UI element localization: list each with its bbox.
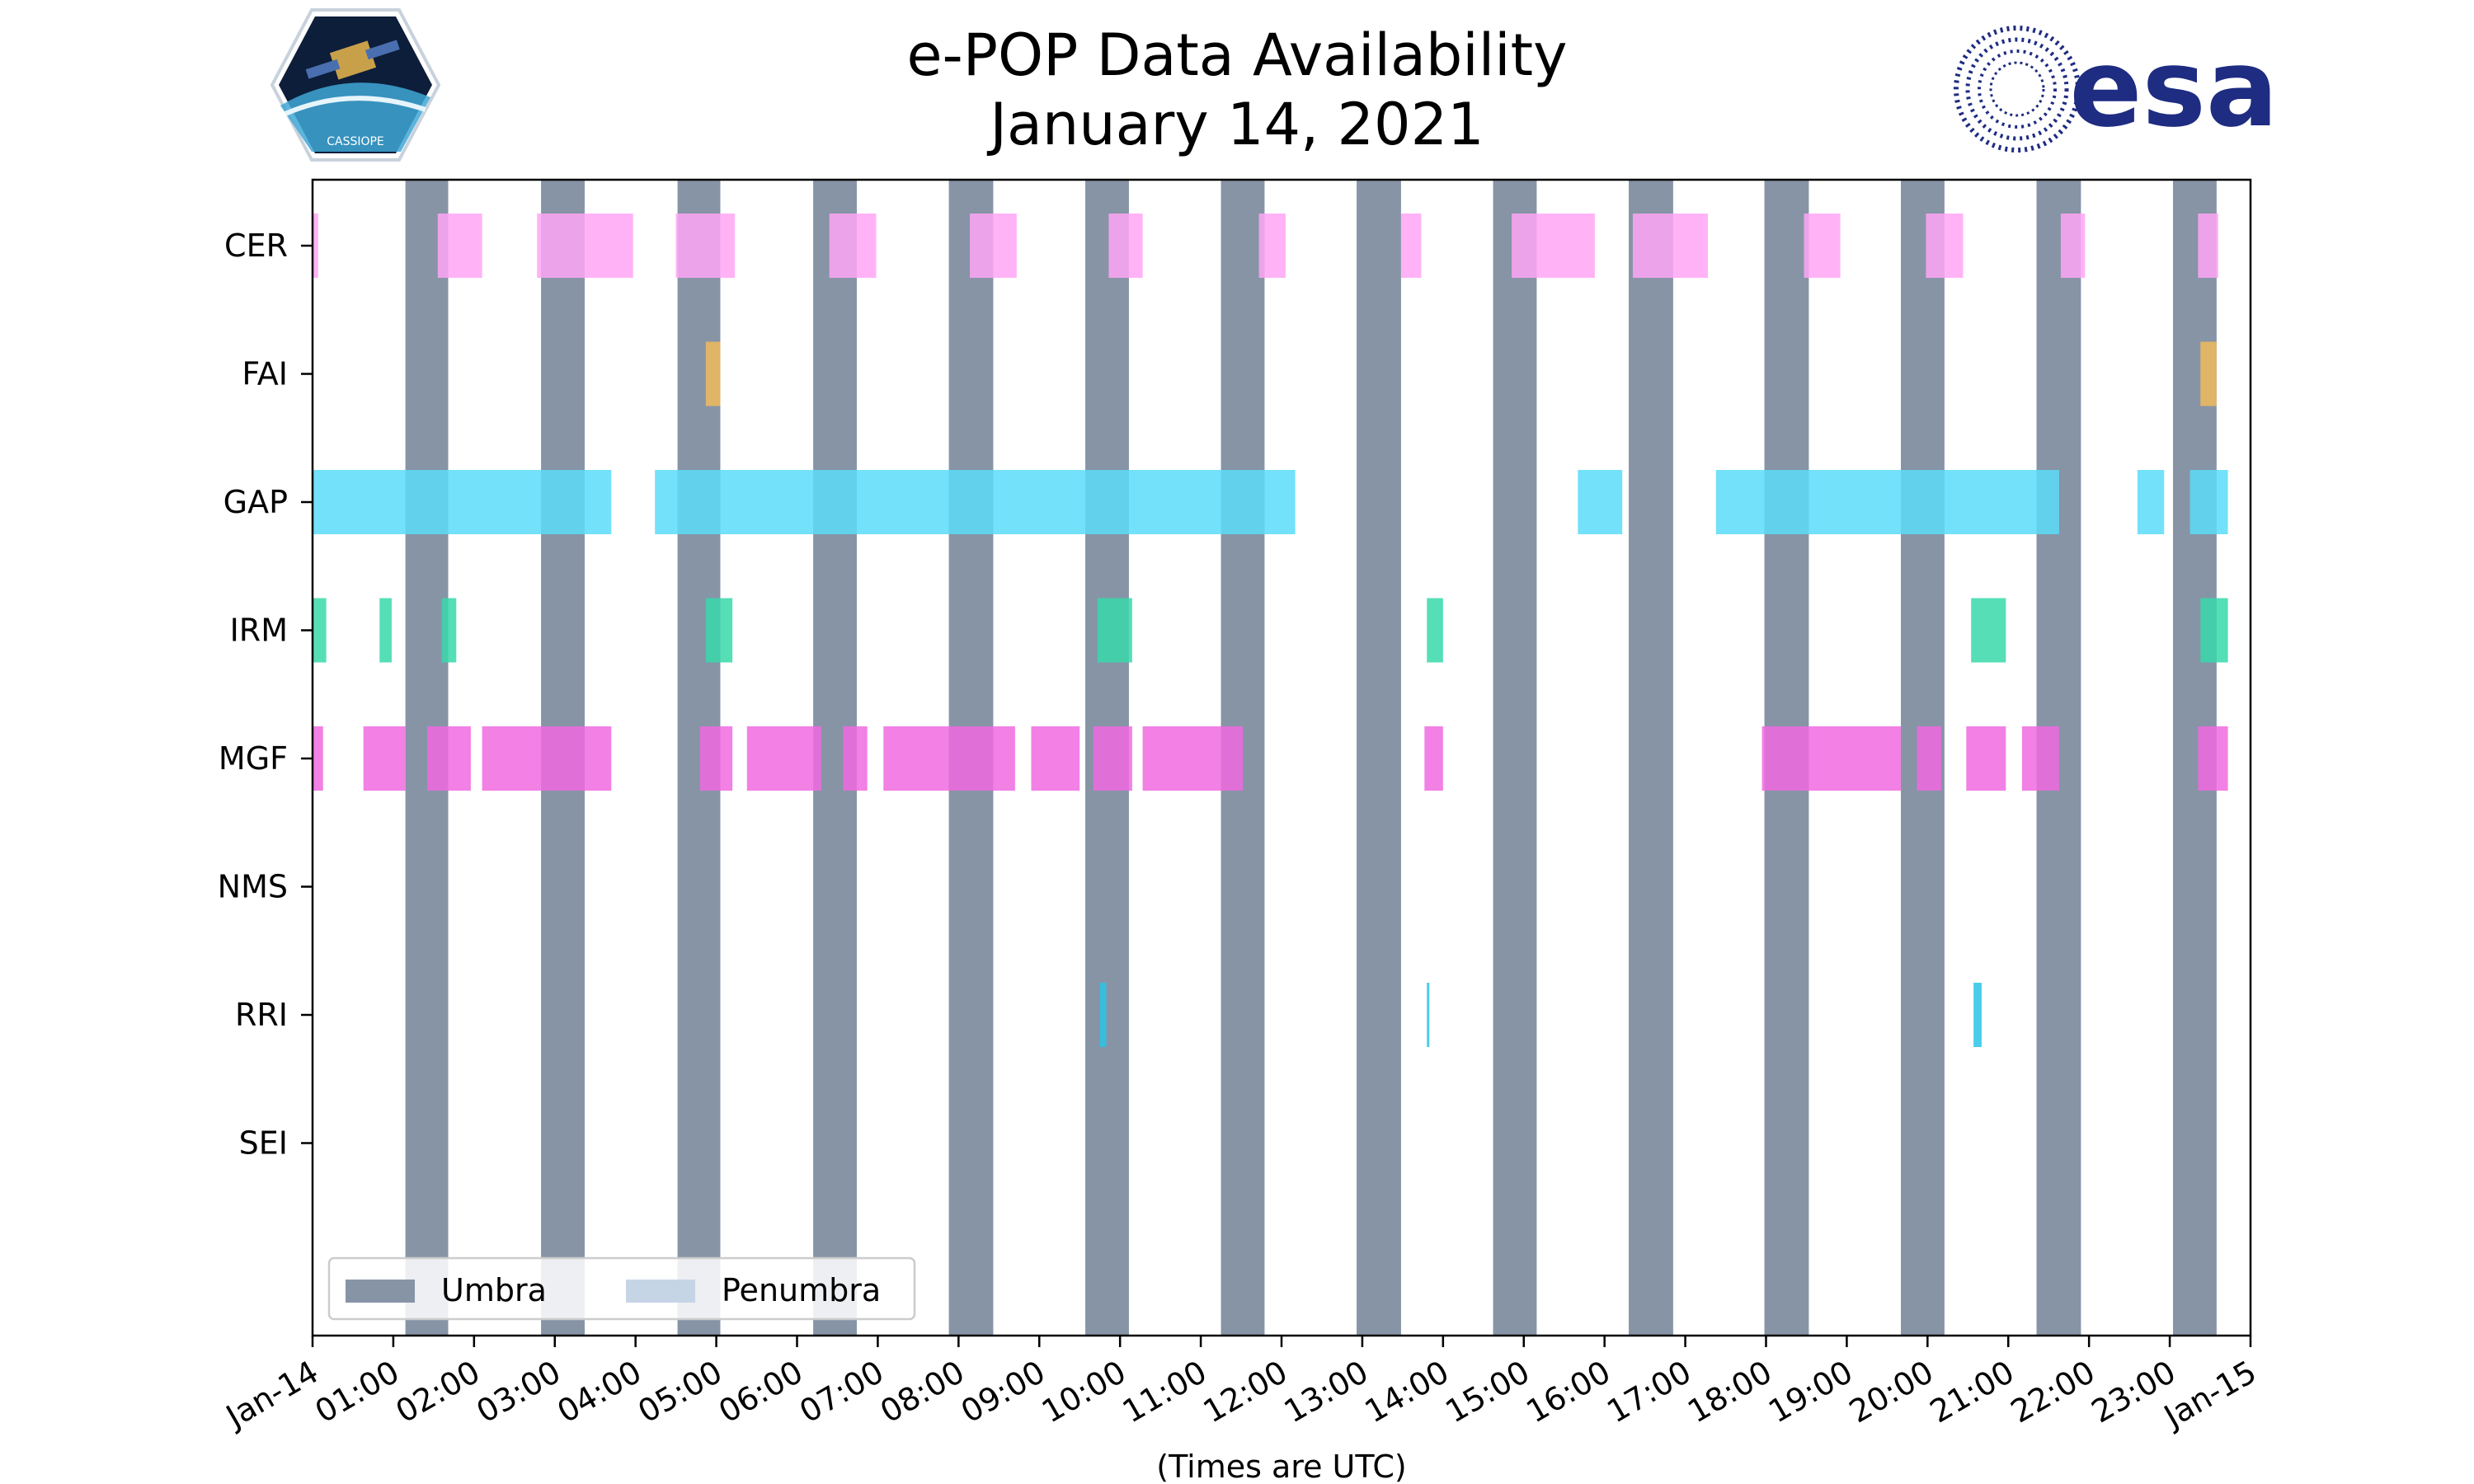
availability-bar-gap xyxy=(2137,470,2165,534)
availability-bar-irm xyxy=(2200,598,2228,663)
chart-title-line1: e-POP Data Availability xyxy=(906,21,1568,89)
availability-bar-fai xyxy=(2200,341,2217,406)
x-tick-label: 08:00 xyxy=(874,1354,971,1430)
availability-bar-gap xyxy=(313,470,612,534)
x-tick-label: Jan-15 xyxy=(2157,1354,2262,1435)
legend-swatch-penumbra xyxy=(626,1280,695,1303)
availability-bar-cer xyxy=(1400,214,1422,278)
umbra-band xyxy=(1629,180,1673,1336)
umbra-band xyxy=(1357,180,1401,1336)
x-tick-label: 18:00 xyxy=(1681,1354,1778,1430)
x-tick-label: 16:00 xyxy=(1520,1354,1616,1430)
x-tick-label: 10:00 xyxy=(1036,1354,1132,1430)
x-tick-label: 19:00 xyxy=(1762,1354,1859,1430)
availability-bar-mgf xyxy=(1761,726,1902,791)
availability-bar-cer xyxy=(1632,214,1708,278)
availability-bar-cer xyxy=(1512,214,1595,278)
availability-bar-cer xyxy=(2060,214,2086,278)
availability-bar-cer xyxy=(2198,214,2218,278)
y-tick-label-rri: RRI xyxy=(235,997,288,1033)
esa-logo-text: esa xyxy=(2069,26,2278,151)
availability-bar-cer xyxy=(537,214,633,278)
x-tick-label: 15:00 xyxy=(1439,1354,1536,1430)
availability-bar-cer xyxy=(313,214,318,278)
availability-bar-mgf xyxy=(1093,726,1132,791)
availability-bar-mgf xyxy=(1966,726,2006,791)
y-tick-label-fai: FAI xyxy=(242,356,288,392)
availability-bar-mgf xyxy=(427,726,471,791)
availability-bar-irm xyxy=(1097,598,1132,663)
availability-bar-gap xyxy=(1715,470,2059,534)
availability-bar-irm xyxy=(705,598,733,663)
x-tick-label: 12:00 xyxy=(1197,1354,1294,1430)
x-tick-label: 01:00 xyxy=(309,1354,406,1430)
x-tick-label: Jan-14 xyxy=(219,1354,324,1435)
y-tick-label-gap: GAP xyxy=(223,484,288,520)
availability-bar-cer xyxy=(437,214,482,278)
availability-bar-irm xyxy=(313,598,327,663)
availability-bar-irm xyxy=(379,598,392,663)
availability-bar-mgf xyxy=(363,726,406,791)
availability-bar-mgf xyxy=(1142,726,1243,791)
availability-bar-mgf xyxy=(482,726,612,791)
availability-bar-fai xyxy=(705,341,721,406)
x-tick-label: 04:00 xyxy=(551,1354,647,1430)
y-tick-label-sei: SEI xyxy=(239,1125,288,1162)
availability-bar-rri xyxy=(1427,983,1430,1047)
availability-bar-gap xyxy=(1578,470,1623,534)
y-tick-label-irm: IRM xyxy=(230,613,288,649)
x-axis-label: (Times are UTC) xyxy=(1156,1449,1406,1484)
legend-label-umbra: Umbra xyxy=(441,1272,547,1308)
x-tick-label: 02:00 xyxy=(389,1354,486,1430)
y-tick-label-mgf: MGF xyxy=(219,740,288,777)
umbra-band xyxy=(1493,180,1537,1336)
availability-bar-mgf xyxy=(2198,726,2228,791)
availability-bar-mgf xyxy=(2021,726,2059,791)
availability-bar-mgf xyxy=(1031,726,1080,791)
legend-box xyxy=(327,1256,916,1321)
availability-bar-cer xyxy=(1108,214,1143,278)
availability-bar-mgf xyxy=(843,726,868,791)
availability-bar-mgf xyxy=(883,726,1015,791)
availability-bar-cer xyxy=(1258,214,1286,278)
x-tick-label: 22:00 xyxy=(2005,1354,2101,1430)
legend-label-penumbra: Penumbra xyxy=(722,1272,881,1308)
x-tick-label: 13:00 xyxy=(1278,1354,1375,1430)
availability-bar-cer xyxy=(1926,214,1964,278)
availability-bar-cer xyxy=(1804,214,1841,278)
x-tick-label: 06:00 xyxy=(713,1354,809,1430)
x-tick-label: 11:00 xyxy=(1117,1354,1213,1430)
availability-bar-irm xyxy=(441,598,457,663)
availability-bar-mgf xyxy=(1424,726,1443,791)
y-tick-label-cer: CER xyxy=(224,228,288,264)
x-tick-label: 07:00 xyxy=(793,1354,890,1430)
availability-bar-mgf xyxy=(746,726,821,791)
x-tick-label: 20:00 xyxy=(1843,1354,1940,1430)
availability-bar-rri xyxy=(1973,983,1982,1047)
chart-title-line2: January 14, 2021 xyxy=(990,91,1484,158)
esa-logo: esa xyxy=(1954,26,2279,153)
x-tick-label: 03:00 xyxy=(470,1354,567,1430)
availability-bar-gap xyxy=(2189,470,2228,534)
y-tick-label-nms: NMS xyxy=(218,869,288,905)
cassiope-mission-logo: CASSIOPE xyxy=(270,8,441,162)
availability-bar-mgf xyxy=(700,726,733,791)
availability-bar-cer xyxy=(829,214,877,278)
availability-bar-irm xyxy=(1427,598,1443,663)
availability-bar-cer xyxy=(675,214,736,278)
legend-swatch-umbra xyxy=(346,1280,415,1303)
x-tick-label: 21:00 xyxy=(1924,1354,2020,1430)
x-tick-label: 14:00 xyxy=(1358,1354,1455,1430)
x-tick-label: 05:00 xyxy=(632,1354,728,1430)
availability-bar-rri xyxy=(1099,983,1107,1047)
availability-bar-mgf xyxy=(1917,726,1941,791)
availability-bar-irm xyxy=(1971,598,2006,663)
x-tick-label: 17:00 xyxy=(1601,1354,1697,1430)
availability-bar-mgf xyxy=(313,726,323,791)
cassiope-logo-text: CASSIOPE xyxy=(327,135,384,148)
x-tick-label: 09:00 xyxy=(955,1354,1051,1430)
availability-bar-cer xyxy=(970,214,1017,278)
availability-bar-gap xyxy=(655,470,1296,534)
